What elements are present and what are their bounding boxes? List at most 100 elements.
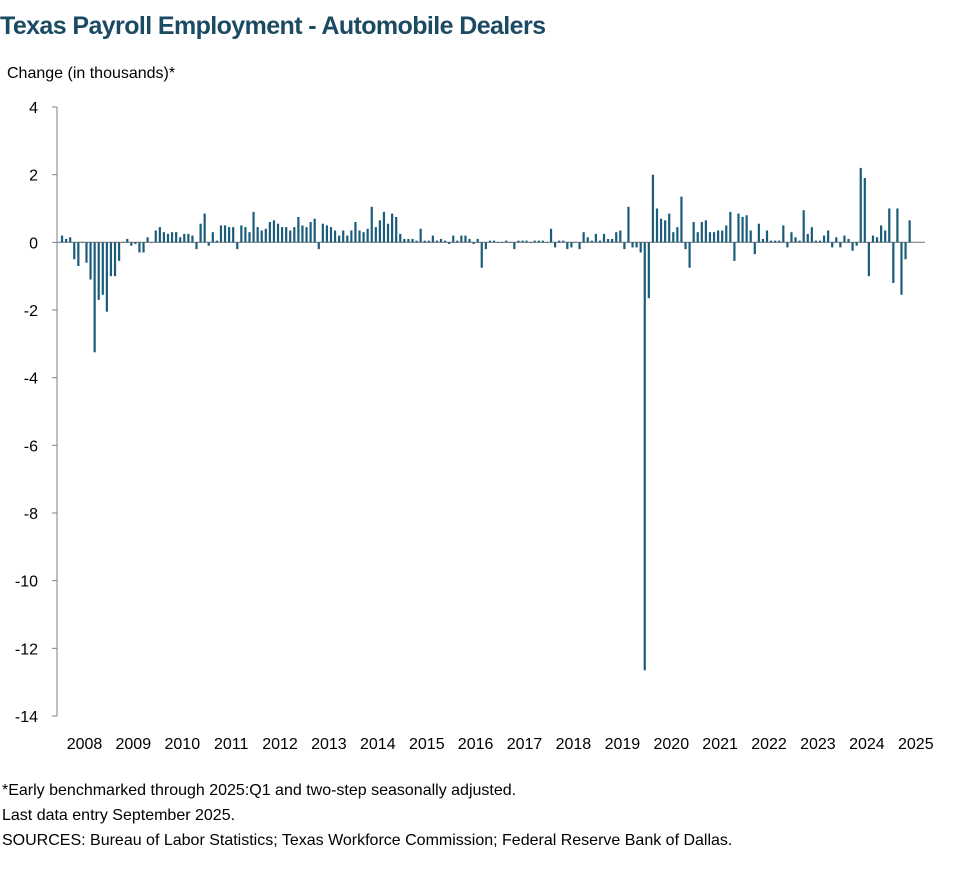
bar xyxy=(170,232,174,243)
bar xyxy=(904,242,907,260)
bar xyxy=(374,227,377,243)
x-tick-label: 2024 xyxy=(849,736,885,753)
bar xyxy=(248,232,251,243)
bar xyxy=(89,242,92,280)
bar xyxy=(358,230,361,243)
bar xyxy=(484,242,487,250)
bar xyxy=(761,238,765,243)
bar xyxy=(875,237,879,243)
bar xyxy=(818,240,822,243)
x-tick-label: 2008 xyxy=(67,736,103,753)
chart-title: Texas Payroll Employment - Automobile De… xyxy=(0,12,546,40)
bar xyxy=(505,240,508,243)
bar xyxy=(492,240,496,243)
bar xyxy=(354,222,357,243)
bar xyxy=(884,230,887,243)
bar xyxy=(122,242,125,243)
bar xyxy=(460,235,463,243)
bar xyxy=(350,230,353,243)
bar xyxy=(101,242,104,295)
bar xyxy=(199,223,202,243)
bar xyxy=(342,230,345,243)
bar xyxy=(594,233,597,243)
x-tick-label: 2010 xyxy=(165,736,201,753)
bar xyxy=(415,240,418,243)
bar xyxy=(769,240,773,243)
bar xyxy=(672,232,675,243)
bar xyxy=(240,225,243,243)
bar xyxy=(419,228,422,243)
bar xyxy=(700,222,703,243)
bar xyxy=(268,222,271,243)
bar xyxy=(232,227,235,243)
bar xyxy=(570,242,573,248)
bar xyxy=(847,238,850,243)
bar xyxy=(69,237,72,243)
bar xyxy=(97,242,100,300)
bar xyxy=(725,225,728,243)
bar xyxy=(827,230,830,243)
bar xyxy=(896,208,899,243)
bar xyxy=(476,238,479,243)
bar xyxy=(908,220,911,243)
bar xyxy=(765,230,769,243)
bar xyxy=(105,242,108,312)
bar xyxy=(664,220,667,243)
bar xyxy=(704,220,707,243)
bar xyxy=(448,242,451,245)
bar xyxy=(806,233,809,243)
bar xyxy=(578,242,581,250)
bar xyxy=(305,227,308,243)
bar xyxy=(464,235,467,243)
bar xyxy=(798,240,801,243)
bar xyxy=(431,235,434,243)
x-tick-label: 2009 xyxy=(116,736,152,753)
bar xyxy=(712,232,716,243)
bar xyxy=(309,222,312,243)
bar xyxy=(655,208,659,243)
bar xyxy=(684,242,687,250)
bar xyxy=(317,242,320,250)
bar xyxy=(786,242,789,248)
bar xyxy=(545,242,549,243)
bar xyxy=(774,240,777,243)
bar xyxy=(93,242,96,353)
bar xyxy=(472,242,475,245)
bar xyxy=(407,238,410,243)
y-tick-label: -12 xyxy=(15,641,38,658)
bar xyxy=(183,233,186,243)
bar xyxy=(456,240,459,243)
bar xyxy=(219,225,223,243)
bar xyxy=(175,232,178,243)
bar xyxy=(623,242,626,250)
bar xyxy=(313,218,316,243)
y-tick-label: -6 xyxy=(24,438,38,455)
bar xyxy=(749,230,752,243)
y-tick-label: -10 xyxy=(15,574,38,591)
bar xyxy=(541,240,544,243)
bar xyxy=(162,232,166,243)
bar xyxy=(509,242,512,243)
bar xyxy=(566,242,569,250)
bar xyxy=(643,242,646,671)
bar xyxy=(586,237,589,243)
x-tick-label: 2023 xyxy=(800,736,836,753)
bar xyxy=(859,167,862,243)
bar xyxy=(831,242,834,248)
bar xyxy=(346,235,349,243)
bar xyxy=(191,235,194,243)
bar xyxy=(582,232,585,243)
y-tick-label: -14 xyxy=(15,709,38,726)
bar xyxy=(187,233,190,243)
bar xyxy=(549,228,553,243)
bar xyxy=(134,242,137,245)
bar xyxy=(228,227,231,243)
bar xyxy=(851,242,854,251)
bar xyxy=(276,223,280,243)
bar xyxy=(517,240,520,243)
bar xyxy=(468,238,471,243)
y-tick-label: -4 xyxy=(24,371,38,388)
bar xyxy=(366,228,369,243)
bar xyxy=(195,242,198,250)
bar xyxy=(280,227,284,243)
